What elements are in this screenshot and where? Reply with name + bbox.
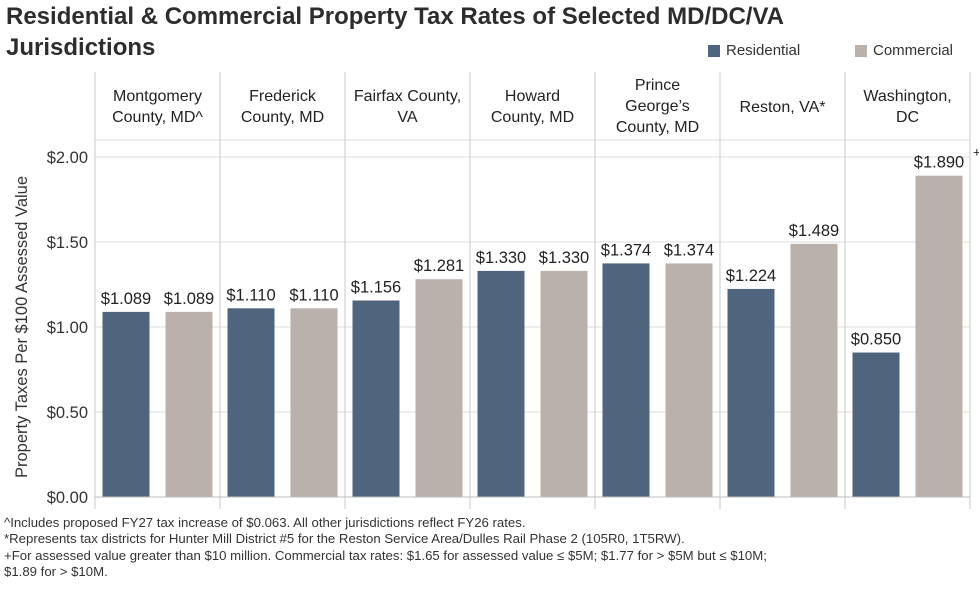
bar-commercial [915, 175, 963, 497]
data-label: $1.374 [664, 241, 714, 259]
bar-residential [477, 270, 525, 497]
legend-item-commercial: Commercial [855, 42, 953, 59]
bar-residential [602, 263, 650, 497]
category-label: Montgomery [113, 88, 202, 105]
bar-commercial [665, 263, 713, 497]
category-label: County, MD [616, 119, 699, 136]
category-label: DC [896, 109, 919, 126]
y-tick-label: $1.00 [47, 319, 88, 337]
data-label: $1.110 [289, 286, 338, 304]
category-label: Fairfax County, [354, 88, 461, 105]
data-label: $1.089 [164, 290, 214, 308]
y-tick-label: $1.50 [47, 234, 88, 252]
category-label: County, MD^ [112, 109, 203, 126]
footnote-washington: +For assessed value greater than $10 mil… [4, 547, 767, 563]
category-label: Washington, [863, 88, 951, 105]
legend-swatch-commercial [855, 44, 867, 57]
data-label: $1.330 [476, 249, 526, 267]
data-label: $1.110 [226, 286, 275, 304]
bar-residential [227, 308, 275, 497]
footnote-reston: *Represents tax districts for Hunter Mil… [4, 531, 685, 547]
data-label: $1.281 [414, 257, 464, 275]
bar-commercial [790, 243, 838, 497]
y-tick-label: $0.50 [47, 404, 88, 422]
data-label: $1.330 [539, 249, 589, 267]
data-label: $1.089 [101, 290, 151, 308]
bar-residential [852, 352, 900, 497]
data-label: $1.489 [789, 222, 839, 240]
bar-residential [352, 300, 400, 497]
footnotes: ^Includes proposed FY27 tax increase of … [4, 515, 976, 580]
category-label: Howard [505, 88, 560, 105]
category-label: County, MD [241, 109, 324, 126]
category-label: Reston, VA* [740, 99, 826, 116]
footnote-washington-cont: $1.89 for > $10M. [4, 563, 108, 579]
annotation-marker: + [973, 145, 979, 160]
footnote-montgomery: ^Includes proposed FY27 tax increase of … [4, 515, 526, 530]
category-label: VA [397, 109, 417, 126]
data-label: $1.156 [351, 278, 401, 296]
legend-swatch-residential [708, 44, 720, 57]
chart-title-line-1: Residential & Commercial Property Tax Ra… [6, 3, 784, 30]
data-label: $0.850 [851, 331, 901, 349]
bar-residential [102, 311, 150, 497]
bar-residential [727, 288, 775, 497]
y-axis-label: Property Taxes Per $100 Assessed Value [13, 176, 31, 478]
bar-commercial [415, 279, 463, 497]
bar-chart: $0.00 $0.50 $1.00 $1.50 $2.00 Property Taxes … [13, 72, 979, 509]
y-tick-label: $2.00 [47, 149, 88, 167]
bar-commercial [165, 311, 213, 497]
legend-label-residential: Residential [726, 42, 801, 59]
category-label: Frederick [249, 88, 317, 105]
legend-label-commercial: Commercial [873, 42, 954, 59]
data-label: $1.374 [601, 241, 651, 259]
data-label: $1.224 [726, 267, 776, 285]
chart-title-line-2: Jurisdictions [6, 34, 156, 61]
y-tick-label: $0.00 [47, 489, 88, 507]
bar-commercial [540, 270, 588, 497]
category-label: County, MD [491, 109, 574, 126]
category-label: Prince [635, 77, 680, 94]
bar-commercial [290, 308, 338, 497]
category-label: George’s [625, 98, 690, 115]
legend-item-residential: Residential [708, 42, 800, 59]
data-label: $1.890 [914, 154, 964, 172]
